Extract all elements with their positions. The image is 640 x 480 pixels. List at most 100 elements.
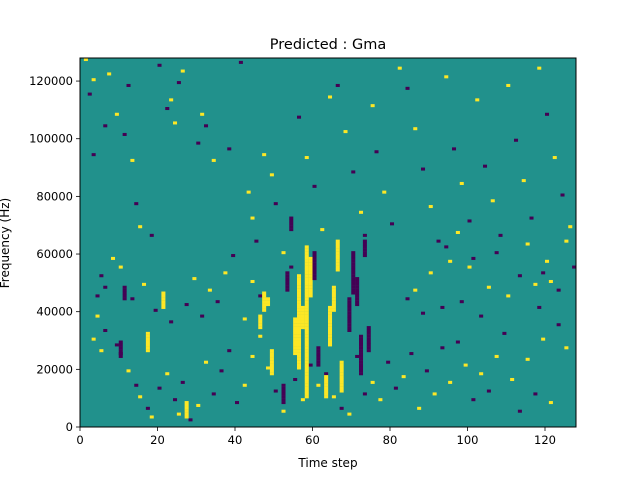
heatmap-cell [316, 360, 321, 364]
heatmap-cell [297, 334, 302, 338]
heatmap-cell [351, 256, 356, 260]
heatmap-cell [366, 346, 371, 350]
heatmap-cell [95, 314, 100, 318]
heatmap-cell [262, 291, 267, 295]
heatmap-cell [328, 343, 333, 347]
heatmap-cell [184, 406, 189, 410]
heatmap-cell [351, 279, 356, 284]
heatmap-cell [564, 346, 569, 350]
heatmap-cell [339, 372, 344, 376]
heatmap-cell [297, 291, 302, 295]
heatmap-cell [545, 112, 550, 116]
heatmap-cell [145, 334, 150, 338]
heatmap-cell [304, 282, 309, 286]
x-tick-label: 60 [305, 433, 320, 447]
heatmap-cell [316, 346, 321, 350]
heatmap-cell [552, 156, 557, 160]
heatmap-cell [289, 222, 294, 226]
heatmap-cell [300, 323, 305, 327]
heatmap-cell [297, 311, 302, 315]
heatmap-cell [297, 354, 302, 358]
heatmap-cell [328, 334, 333, 338]
heatmap-cell [339, 377, 344, 382]
heatmap-cell [428, 205, 433, 209]
heatmap-cell [328, 326, 333, 330]
heatmap-cell [304, 268, 309, 272]
heatmap-cell [362, 251, 367, 255]
heatmap-cell [165, 107, 170, 111]
heatmap-cell [304, 331, 309, 335]
heatmap-cell [300, 320, 305, 324]
heatmap-cell [269, 369, 274, 373]
heatmap-cell [227, 147, 232, 151]
heatmap-cell [238, 60, 243, 64]
heatmap-cell [165, 372, 170, 376]
heatmap-cell [560, 193, 565, 197]
heatmap-cell [304, 372, 309, 376]
heatmap-cell [351, 259, 356, 263]
heatmap-cell [521, 179, 526, 183]
heatmap-cell [304, 323, 309, 327]
heatmap-cell [339, 386, 344, 390]
heatmap-cell [161, 297, 166, 301]
heatmap-cell [397, 66, 402, 70]
heatmap-cell [176, 81, 181, 85]
heatmap-cell [328, 305, 333, 309]
heatmap-cell [118, 354, 123, 358]
heatmap-cell [304, 340, 309, 344]
heatmap-cell [304, 352, 309, 356]
heatmap-cell [328, 314, 333, 318]
heatmap-cell [269, 357, 274, 361]
heatmap-cell [459, 181, 464, 185]
heatmap-cell [304, 346, 309, 350]
heatmap-cell [455, 340, 460, 344]
heatmap-cell [285, 285, 290, 289]
heatmap-cell [184, 401, 189, 405]
heatmap-cell [188, 418, 193, 422]
heatmap-cell [475, 98, 480, 102]
heatmap-cell [548, 279, 553, 284]
heatmap-cell [304, 383, 309, 387]
heatmap-cell [297, 328, 302, 333]
heatmap-cell [293, 331, 298, 335]
heatmap-cell [114, 112, 119, 116]
heatmap-cell [297, 317, 302, 321]
heatmap-cell [308, 274, 313, 278]
heatmap-cell [95, 294, 100, 298]
heatmap-cell [304, 337, 309, 341]
heatmap-cell [304, 297, 309, 301]
heatmap-cell [293, 334, 298, 338]
heatmap-cell [444, 245, 449, 249]
heatmap-cell [335, 248, 340, 252]
heatmap-cell [304, 285, 309, 289]
x-tick-label: 0 [76, 433, 83, 447]
heatmap-cell [258, 294, 263, 298]
heatmap-cell [262, 305, 267, 309]
heatmap-cell [440, 305, 445, 309]
heatmap-cell [297, 340, 302, 344]
heatmap-cell [351, 268, 356, 272]
heatmap-cell [169, 320, 174, 324]
heatmap-cell [331, 288, 336, 292]
heatmap-cell [308, 262, 313, 266]
heatmap-cell [103, 285, 108, 289]
heatmap-cell [339, 363, 344, 367]
x-tick-label: 40 [228, 433, 243, 447]
heatmap-cell [285, 274, 290, 278]
heatmap-cell [331, 308, 336, 312]
heatmap-cell [308, 288, 313, 292]
heatmap-cell [428, 271, 433, 275]
heatmap-cell [545, 259, 550, 263]
heatmap-cell [572, 265, 577, 269]
heatmap-cell [200, 314, 205, 318]
heatmap-cell [91, 337, 96, 341]
heatmap-cell [281, 409, 286, 413]
heatmap-cell [297, 331, 302, 335]
y-tick-label: 60000 [36, 247, 73, 261]
heatmap-cell [486, 389, 491, 393]
heatmap-cell [262, 300, 267, 304]
heatmap-cell [312, 256, 317, 260]
heatmap-cell [339, 383, 344, 387]
heatmap-cell [517, 274, 522, 278]
heatmap-cell [304, 377, 309, 382]
